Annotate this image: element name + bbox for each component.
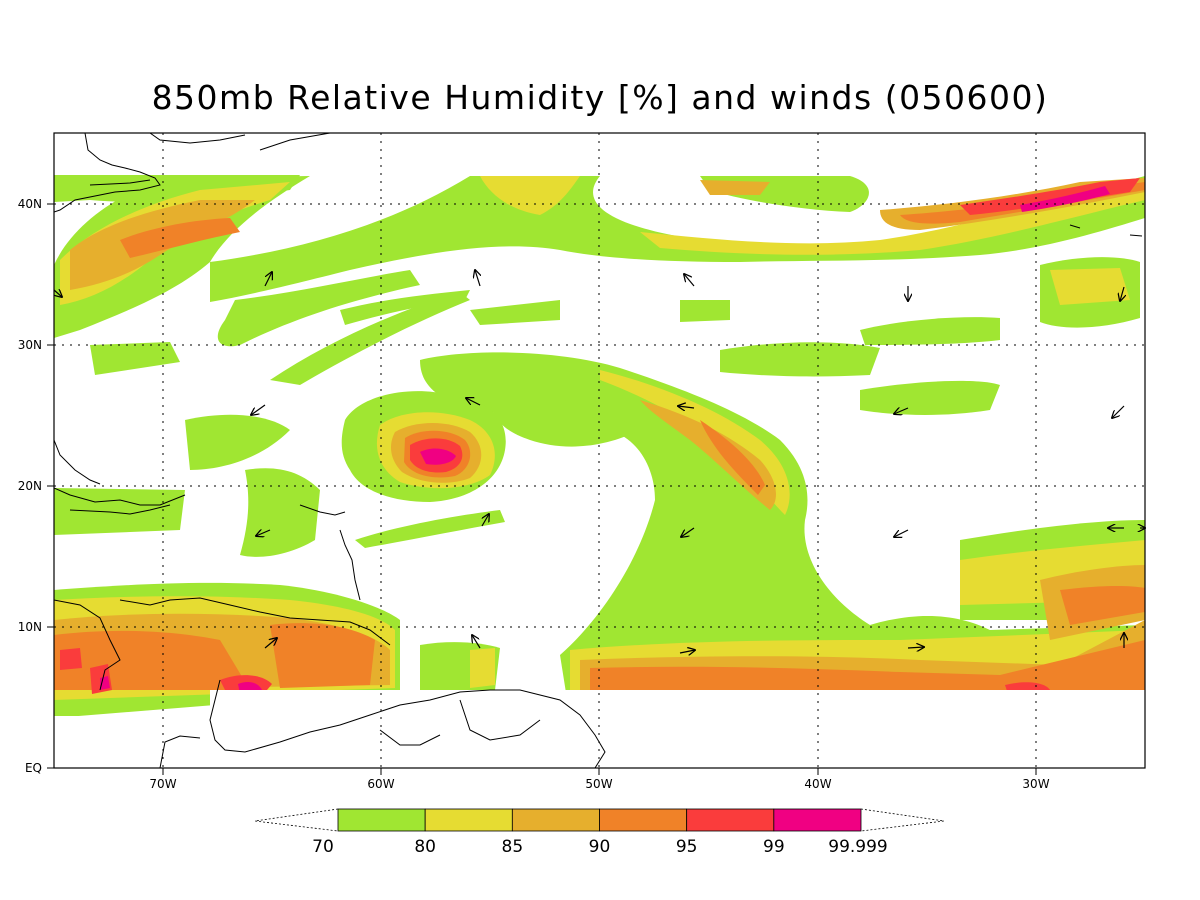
- wind-arrow: [1120, 286, 1124, 301]
- colorbar-low-extension: [254, 808, 339, 832]
- y-tick-label: 40N: [18, 197, 42, 211]
- wind-arrow: [475, 270, 480, 287]
- wind-arrow: [264, 638, 277, 649]
- x-tick-label: 30W: [1022, 777, 1049, 791]
- x-tick-label: 60W: [367, 777, 394, 791]
- y-tick-label: EQ: [25, 761, 42, 775]
- y-tick-label: 30N: [18, 338, 42, 352]
- humidity-field: [54, 175, 1145, 768]
- colorbar-label: 99.999: [828, 837, 887, 857]
- x-tick-label: 50W: [585, 777, 612, 791]
- wind-arrow: [894, 529, 909, 537]
- coastlines: [54, 133, 1143, 768]
- wind-arrow: [678, 406, 695, 408]
- wind-arrow: [679, 650, 695, 653]
- y-tick-label: 20N: [18, 479, 42, 493]
- tick-marks: [47, 203, 1037, 775]
- wind-arrow: [264, 272, 272, 287]
- wind-arrow: [466, 398, 481, 406]
- wind-arrow: [1112, 405, 1125, 418]
- x-tick-label: 40W: [804, 777, 831, 791]
- wind-arrow: [256, 530, 271, 536]
- x-tick-label: 70W: [149, 777, 176, 791]
- y-axis-labels: EQ 10N 20N 30N 40N: [18, 197, 42, 775]
- wind-vectors: [54, 270, 1145, 653]
- wind-arrow: [251, 404, 266, 415]
- chart-title: 850mb Relative Humidity [%] and winds (0…: [151, 78, 1049, 117]
- colorbar-swatch: [424, 808, 513, 832]
- wind-arrow: [54, 290, 62, 297]
- wind-arrow: [684, 274, 695, 287]
- colorbar-swatch: [599, 808, 688, 832]
- colorbar-swatch: [337, 808, 426, 832]
- grid: [54, 133, 1145, 768]
- x-axis-labels: 70W 60W 50W 40W 30W: [149, 777, 1049, 791]
- colorbar-label: 99: [763, 837, 785, 857]
- colorbar-label: 85: [502, 837, 524, 857]
- wind-arrow: [472, 635, 481, 649]
- y-tick-label: 10N: [18, 620, 42, 634]
- colorbar-label: 80: [414, 837, 436, 857]
- wind-arrow: [907, 647, 924, 648]
- wind-arrow: [894, 408, 909, 414]
- colorbar-label: 90: [589, 837, 611, 857]
- wind-arrow: [681, 527, 695, 537]
- colorbar: 70 80 85 90 95 99 99.999: [254, 808, 945, 857]
- colorbar-swatch: [686, 808, 775, 832]
- colorbar-label: 70: [312, 837, 334, 857]
- colorbar-swatch: [511, 808, 600, 832]
- wind-arrow: [481, 514, 489, 527]
- colorbar-swatch: [773, 808, 862, 832]
- colorbar-high-extension: [860, 808, 945, 832]
- colorbar-label: 95: [676, 837, 698, 857]
